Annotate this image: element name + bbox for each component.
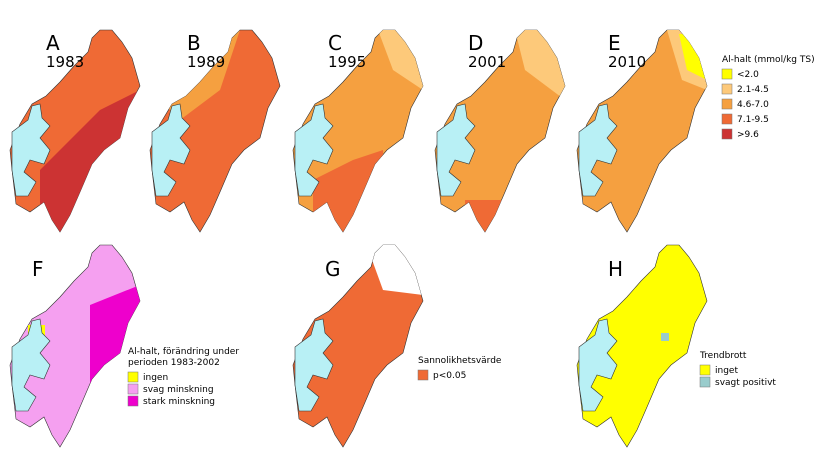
panel-letter: H xyxy=(608,257,623,281)
panel-letter: F xyxy=(32,257,44,281)
legend-title: perioden 1983-2002 xyxy=(128,358,220,368)
legend-swatch xyxy=(721,128,733,140)
legend-swatch xyxy=(127,395,139,407)
panel-year: 1989 xyxy=(187,53,225,71)
legend-swatch xyxy=(721,113,733,125)
legend-label: <2.0 xyxy=(737,70,759,80)
legend-swatch xyxy=(721,68,733,80)
legend-swatch xyxy=(699,376,711,388)
maps xyxy=(9,29,708,448)
panel-year: 2010 xyxy=(608,53,646,71)
map-f xyxy=(9,244,141,448)
legend-swatch xyxy=(417,369,429,381)
panel-year: 2001 xyxy=(468,53,506,71)
legend-label: svag minskning xyxy=(143,385,214,395)
legend-label: 4.6-7.0 xyxy=(737,100,769,110)
legend-label: p<0.05 xyxy=(433,371,466,381)
legend-title: Al-halt, förändring under xyxy=(128,347,239,357)
legends: Al-halt (mmol/kg TS) <2.0 2.1-4.5 4.6-7.0 7.… xyxy=(127,55,815,407)
panel-year: 1995 xyxy=(328,53,366,71)
panel-letter: A xyxy=(46,31,60,55)
legend-label: 7.1-9.5 xyxy=(737,115,769,125)
legend-title: Sannolikhetsvärde xyxy=(418,356,502,366)
legend-swatch xyxy=(127,383,139,395)
legend-swatch xyxy=(721,98,733,110)
legend-label: stark minskning xyxy=(143,397,215,407)
legend-title: Al-halt (mmol/kg TS) xyxy=(722,55,815,65)
legend-label: svagt positivt xyxy=(715,378,776,388)
panel-letter: D xyxy=(468,31,483,55)
legend-label: inget xyxy=(715,366,738,376)
map-h xyxy=(576,244,708,448)
legend-label: ingen xyxy=(143,373,168,383)
panel-letter: E xyxy=(608,31,621,55)
legend-swatch xyxy=(699,364,711,376)
legend-label: >9.6 xyxy=(737,130,759,140)
legend-swatch xyxy=(127,371,139,383)
panel-year: 1983 xyxy=(46,53,84,71)
legend-title: Trendbrott xyxy=(699,351,747,361)
panel-letter: G xyxy=(325,257,341,281)
panel-letter: C xyxy=(328,31,342,55)
panel-letter: B xyxy=(187,31,201,55)
legend-swatch xyxy=(721,83,733,95)
legend-label: 2.1-4.5 xyxy=(737,85,769,95)
map-g xyxy=(292,244,424,448)
